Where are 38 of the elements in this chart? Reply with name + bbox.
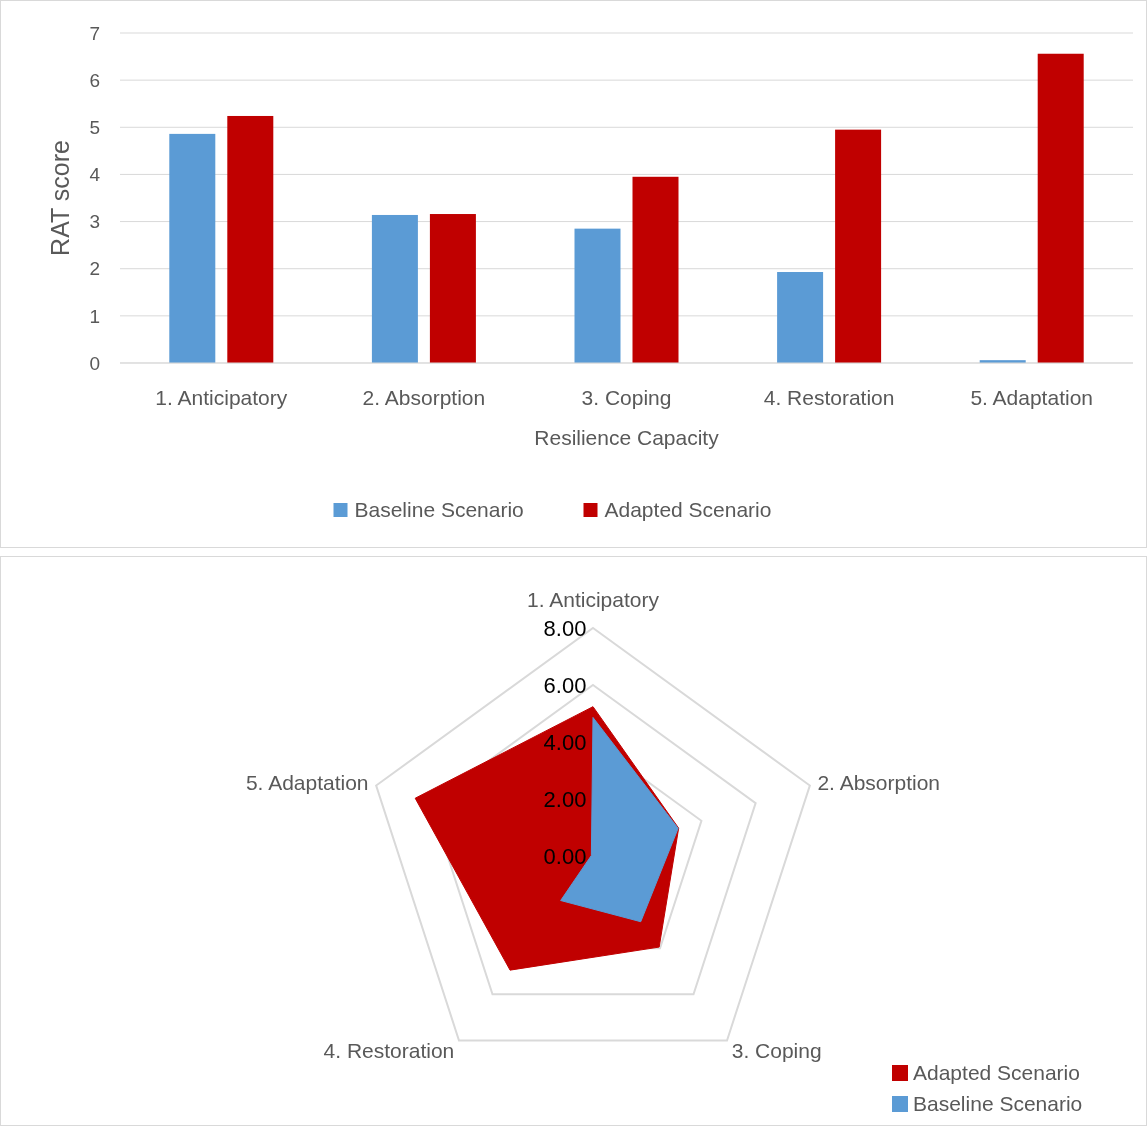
bar — [632, 176, 679, 363]
x-tick-label: 5. Adaptation — [970, 386, 1093, 410]
x-tick-label: 2. Absorption — [362, 386, 486, 410]
legend-label: Adapted Scenario — [913, 1061, 1080, 1085]
bar — [227, 115, 274, 363]
bar — [1037, 53, 1084, 363]
x-axis-title: Resilience Capacity — [534, 426, 720, 450]
y-tick-label: 7 — [89, 22, 100, 44]
spoke-label: 5. Adaptation — [245, 771, 369, 795]
y-axis-title: RAT score — [45, 140, 74, 256]
x-tick-label: 3. Coping — [581, 386, 672, 410]
spoke-label: 1. Anticipatory — [527, 588, 660, 612]
spoke-label: 3. Coping — [731, 1039, 822, 1063]
legend-label: Baseline Scenario — [913, 1092, 1083, 1116]
y-tick-label: 6.00 — [543, 672, 587, 698]
y-tick-label: 1 — [89, 305, 100, 327]
y-tick-label: 4.00 — [543, 729, 587, 755]
x-tick-label: 4. Restoration — [763, 386, 895, 410]
x-tick-label: 1. Anticipatory — [155, 386, 288, 410]
bar — [429, 214, 476, 363]
legend-label: Adapted Scenario — [604, 498, 772, 522]
bar — [777, 272, 824, 363]
bar — [835, 129, 882, 363]
y-tick-label: 0.00 — [543, 843, 587, 869]
y-tick-label: 3 — [89, 211, 100, 233]
y-tick-label: 2.00 — [543, 786, 587, 812]
y-tick-label: 4 — [89, 164, 101, 186]
y-tick-label: 6 — [89, 69, 100, 91]
spoke-label: 4. Restoration — [323, 1039, 455, 1063]
y-tick-label: 2 — [89, 258, 100, 280]
spoke-label: 2. Absorption — [817, 771, 941, 795]
y-tick-label: 5 — [89, 116, 100, 138]
legend-label: Baseline Scenario — [354, 498, 524, 522]
bar — [371, 214, 418, 363]
bar — [169, 133, 216, 363]
y-tick-label: 8.00 — [543, 615, 587, 641]
bar — [574, 228, 621, 363]
y-tick-label: 0 — [89, 352, 100, 374]
